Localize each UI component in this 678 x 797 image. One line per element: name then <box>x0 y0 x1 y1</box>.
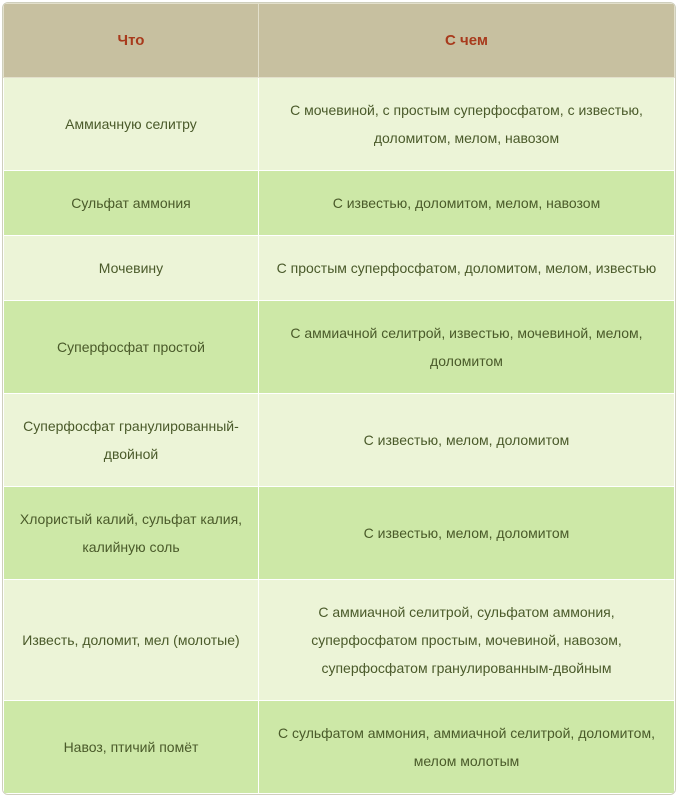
cell-with: С известью, мелом, доломитом <box>258 487 674 580</box>
table-row: Аммиачную селитру С мочевиной, с простым… <box>4 78 675 171</box>
cell-what: Аммиачную селитру <box>4 78 259 171</box>
cell-with: С известью, мелом, доломитом <box>258 394 674 487</box>
table-row: Сульфат аммония С известью, доломитом, м… <box>4 171 675 236</box>
table-row: Суперфосфат простой С аммиачной селитрой… <box>4 301 675 394</box>
cell-what: Хлористый калий, сульфат калия, калийную… <box>4 487 259 580</box>
cell-what: Известь, доломит, мел (молотые) <box>4 580 259 701</box>
col-header-what: Что <box>4 4 259 78</box>
table-row: Навоз, птичий помёт С сульфатом аммония,… <box>4 701 675 794</box>
fertilizer-compatibility-table: Что С чем Аммиачную селитру С мочевиной,… <box>2 2 676 795</box>
cell-what: Суперфосфат простой <box>4 301 259 394</box>
cell-what: Мочевину <box>4 236 259 301</box>
table: Что С чем Аммиачную селитру С мочевиной,… <box>3 3 675 794</box>
cell-what: Сульфат аммония <box>4 171 259 236</box>
table-row: Мочевину С простым суперфосфатом, доломи… <box>4 236 675 301</box>
table-row: Хлористый калий, сульфат калия, калийную… <box>4 487 675 580</box>
cell-with: С мочевиной, с простым суперфосфатом, с … <box>258 78 674 171</box>
cell-what: Навоз, птичий помёт <box>4 701 259 794</box>
table-header-row: Что С чем <box>4 4 675 78</box>
cell-with: С известью, доломитом, мелом, навозом <box>258 171 674 236</box>
cell-with: С аммиачной селитрой, сульфатом аммония,… <box>258 580 674 701</box>
table-row: Суперфосфат гранулированный-двойной С из… <box>4 394 675 487</box>
cell-with: С простым суперфосфатом, доломитом, мело… <box>258 236 674 301</box>
cell-what: Суперфосфат гранулированный-двойной <box>4 394 259 487</box>
cell-with: С сульфатом аммония, аммиачной селитрой,… <box>258 701 674 794</box>
table-row: Известь, доломит, мел (молотые) С аммиач… <box>4 580 675 701</box>
cell-with: С аммиачной селитрой, известью, мочевино… <box>258 301 674 394</box>
col-header-with: С чем <box>258 4 674 78</box>
